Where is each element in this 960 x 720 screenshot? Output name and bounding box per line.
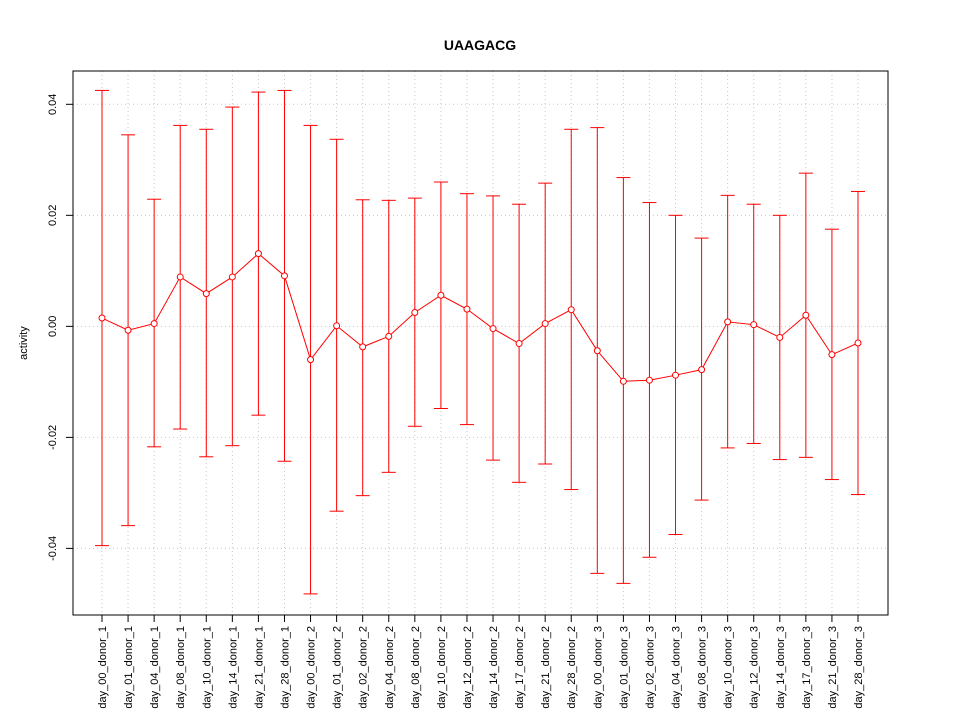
data-point [228, 273, 236, 281]
x-tick-label: day_01_donor_1 [123, 626, 135, 709]
grid [73, 71, 888, 615]
error-bars [95, 89, 865, 595]
y-tick-label: -0.02 [47, 425, 59, 450]
data-points [98, 250, 862, 385]
data-point [280, 272, 288, 280]
data-point [411, 308, 419, 316]
x-tick-label: day_02_donor_2 [358, 626, 370, 709]
x-tick-label: day_01_donor_3 [618, 626, 630, 709]
y-axis-label: activity [18, 326, 30, 360]
x-tick-label: day_08_donor_2 [410, 626, 422, 709]
plot-frame [72, 70, 889, 616]
x-tick-label: day_17_donor_2 [514, 626, 526, 709]
x-tick-label: day_12_donor_3 [749, 626, 761, 709]
y-axis: -0.04 -0.02 0.00 0.02 0.04 [47, 94, 73, 561]
x-tick-label: day_21_donor_2 [540, 626, 552, 709]
x-tick-label: day_10_donor_2 [436, 626, 448, 709]
y-tick-label: -0.04 [47, 536, 59, 561]
data-line [101, 252, 859, 382]
chart-title: UAAGACG [444, 37, 516, 53]
data-point [98, 314, 106, 322]
y-tick-label: 0.02 [47, 205, 59, 226]
data-point [750, 321, 758, 329]
x-tick-label: day_08_donor_1 [175, 626, 187, 709]
data-point [672, 371, 680, 379]
y-tick-label: 0.00 [47, 316, 59, 337]
x-tick-label: day_08_donor_3 [697, 626, 709, 709]
x-tick-label: day_10_donor_1 [201, 626, 213, 709]
x-tick-label: day_28_donor_3 [853, 626, 865, 709]
data-point [124, 326, 132, 334]
data-point [150, 320, 158, 328]
data-point [359, 343, 367, 351]
data-point [698, 366, 706, 374]
series-line [101, 252, 859, 382]
x-tick-label: day_21_donor_3 [827, 626, 839, 709]
data-point [724, 318, 732, 326]
data-point [202, 290, 210, 298]
data-point [593, 347, 601, 355]
data-point [567, 306, 575, 314]
x-tick-label: day_14_donor_2 [488, 626, 500, 709]
data-point [619, 377, 627, 385]
data-point [828, 351, 836, 359]
data-point [515, 340, 523, 348]
x-tick-label: day_04_donor_1 [149, 626, 161, 709]
x-tick-label: day_00_donor_2 [306, 626, 318, 709]
x-tick-label: day_00_donor_1 [97, 626, 109, 709]
data-point [437, 291, 445, 299]
x-tick-label: day_14_donor_3 [775, 626, 787, 709]
x-tick-label: day_28_donor_1 [279, 626, 291, 709]
x-tick-label: day_28_donor_2 [566, 626, 578, 709]
data-point [541, 320, 549, 328]
data-point [645, 376, 653, 384]
data-point [176, 273, 184, 281]
x-tick-label: day_12_donor_2 [462, 626, 474, 709]
x-axis: day_00_donor_1 day_01_donor_1 day_04_donor… [97, 614, 865, 709]
x-tick-label: day_14_donor_1 [227, 626, 239, 709]
x-tick-label: day_00_donor_3 [592, 626, 604, 709]
x-tick-label: day_17_donor_3 [801, 626, 813, 709]
data-point [333, 322, 341, 330]
data-point [463, 305, 471, 313]
data-point [307, 356, 315, 364]
x-tick-label: day_21_donor_1 [253, 626, 265, 709]
data-point [854, 339, 862, 347]
data-point [254, 250, 262, 258]
y-tick-label: 0.04 [47, 94, 59, 115]
x-tick-label: day_10_donor_3 [723, 626, 735, 709]
data-point [776, 333, 784, 341]
x-tick-label: day_01_donor_2 [332, 626, 344, 709]
data-point [489, 325, 497, 333]
x-tick-label: day_04_donor_2 [384, 626, 396, 709]
data-point [802, 311, 810, 319]
data-point [385, 332, 393, 340]
x-tick-label: day_02_donor_3 [644, 626, 656, 709]
x-tick-label: day_04_donor_3 [671, 626, 683, 709]
